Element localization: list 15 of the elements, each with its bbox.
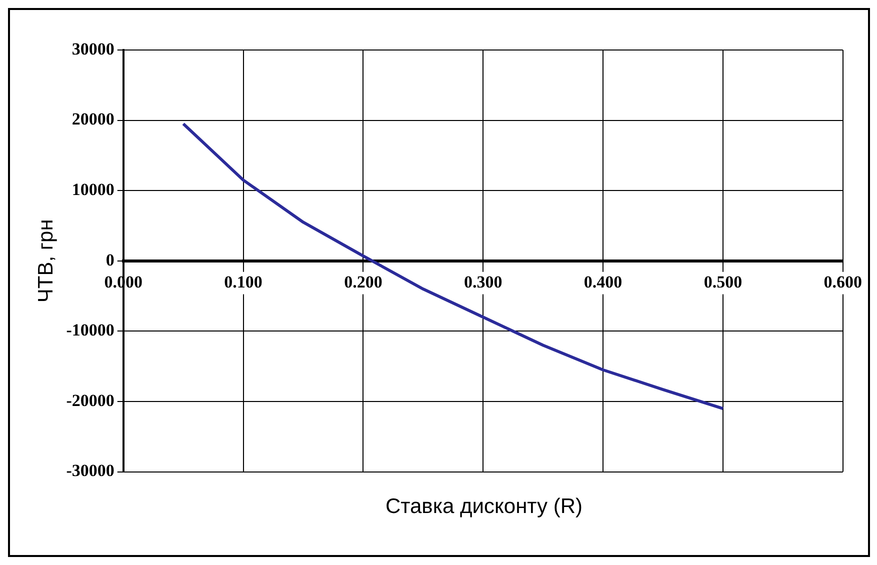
y-tick-label: -30000 — [66, 461, 114, 480]
x-tick-label: 0.500 — [704, 272, 742, 292]
x-tick-label: 0.400 — [584, 272, 622, 292]
y-tick-label: -20000 — [66, 390, 114, 410]
y-axis-title: ЧТВ, грн — [34, 219, 58, 303]
y-tick-label: 20000 — [72, 110, 114, 129]
x-axis-title: Ставка дисконту (R) — [384, 495, 584, 519]
x-tick-label: 0.200 — [344, 272, 382, 292]
x-tick-label: 0.600 — [824, 272, 862, 292]
y-tick-label: 0 — [106, 250, 114, 270]
y-tick-label: 10000 — [72, 180, 114, 199]
y-tick-label: 30000 — [72, 39, 114, 58]
x-tick-label: 0.100 — [224, 272, 262, 292]
x-tick-label: 0.300 — [464, 272, 502, 292]
y-tick-label: -10000 — [66, 320, 114, 340]
